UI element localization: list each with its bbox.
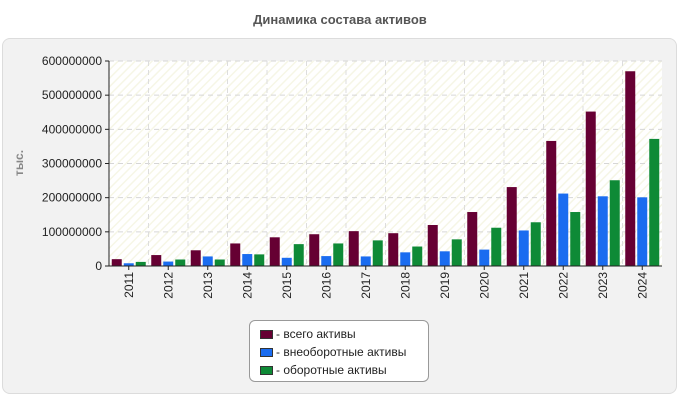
x-tick-label: 2023 bbox=[596, 272, 610, 299]
y-tick-label: 200000000 bbox=[42, 191, 102, 205]
bar-series0-2023 bbox=[585, 111, 596, 266]
bars bbox=[111, 71, 660, 266]
bar-series2-2018 bbox=[412, 246, 423, 266]
bar-series2-2024 bbox=[649, 138, 660, 266]
bar-series2-2022 bbox=[570, 212, 581, 266]
bar-series0-2022 bbox=[546, 140, 557, 266]
bar-series2-2014 bbox=[254, 254, 265, 266]
bar-series0-2020 bbox=[467, 212, 478, 266]
bar-series0-2019 bbox=[427, 225, 438, 266]
legend-label-current: - оборотные активы bbox=[276, 363, 387, 377]
y-tick-label: 600000000 bbox=[42, 54, 102, 68]
bar-series0-2014 bbox=[230, 243, 241, 266]
bar-series0-2013 bbox=[190, 250, 201, 266]
x-tick-label: 2016 bbox=[319, 272, 333, 299]
legend-item-current: - оборотные активы bbox=[260, 361, 428, 379]
bar-series2-2012 bbox=[175, 259, 186, 266]
bar-series1-2023 bbox=[597, 196, 608, 266]
bar-series1-2021 bbox=[518, 230, 529, 266]
bar-series1-2017 bbox=[360, 256, 371, 266]
x-tick-label: 2014 bbox=[240, 272, 254, 299]
bar-series1-2015 bbox=[281, 257, 292, 266]
chart-title: Динамика состава активов bbox=[253, 12, 427, 27]
y-tick-label: 0 bbox=[95, 259, 102, 273]
legend-item-total: - всего активы bbox=[260, 325, 428, 343]
bar-series0-2024 bbox=[625, 71, 636, 266]
x-tick-label: 2020 bbox=[477, 272, 491, 299]
x-tick-label: 2022 bbox=[556, 272, 570, 299]
x-tick-label: 2012 bbox=[161, 272, 175, 299]
bar-series0-2012 bbox=[151, 255, 162, 266]
bar-series1-2018 bbox=[400, 252, 411, 266]
legend-swatch-total bbox=[260, 329, 273, 339]
x-tick-label: 2021 bbox=[517, 272, 531, 299]
y-tick-label: 100000000 bbox=[42, 225, 102, 239]
legend-swatch-noncurrent bbox=[260, 347, 273, 357]
bar-series0-2021 bbox=[506, 187, 517, 266]
y-ticks: 0 100000000 200000000 300000000 400000000 500… bbox=[42, 54, 109, 273]
y-tick-label: 400000000 bbox=[42, 122, 102, 136]
x-tick-label: 2018 bbox=[398, 272, 412, 299]
bar-series1-2014 bbox=[242, 254, 253, 266]
x-tick-label: 2011 bbox=[122, 272, 136, 298]
bar-series0-2016 bbox=[309, 234, 320, 266]
bar-series1-2013 bbox=[202, 256, 213, 266]
bar-series0-2018 bbox=[388, 233, 399, 266]
bar-series2-2023 bbox=[609, 180, 620, 266]
bar-series0-2015 bbox=[269, 237, 280, 266]
legend-item-noncurrent: - внеоборотные активы bbox=[260, 343, 428, 361]
y-tick-label: 300000000 bbox=[42, 157, 102, 171]
y-axis-label: тыс. bbox=[12, 150, 26, 176]
legend-label-noncurrent: - внеоборотные активы bbox=[276, 345, 407, 359]
legend-swatch-current bbox=[260, 365, 273, 375]
bar-series1-2022 bbox=[558, 193, 569, 266]
bar-series1-2024 bbox=[637, 197, 648, 266]
bar-series2-2015 bbox=[293, 244, 304, 266]
bar-series1-2012 bbox=[163, 261, 174, 266]
bar-series2-2021 bbox=[530, 222, 541, 266]
y-tick-label: 500000000 bbox=[42, 88, 102, 102]
bar-series2-2013 bbox=[214, 259, 225, 266]
x-tick-label: 2019 bbox=[438, 272, 452, 299]
gridlines bbox=[109, 60, 662, 266]
bar-series1-2019 bbox=[439, 251, 450, 266]
x-tick-label: 2024 bbox=[635, 272, 649, 299]
bar-series2-2019 bbox=[451, 239, 462, 266]
x-ticks: 2011 2012 2013 2014 2015 2016 2017 2018 2019 2020… bbox=[122, 266, 649, 299]
bar-series0-2011 bbox=[111, 259, 122, 266]
bar-series2-2011 bbox=[135, 261, 146, 266]
bar-series1-2011 bbox=[123, 263, 134, 266]
bar-series1-2016 bbox=[321, 256, 332, 266]
x-tick-label: 2015 bbox=[280, 272, 294, 299]
bar-series1-2020 bbox=[479, 249, 490, 266]
bar-series2-2020 bbox=[491, 227, 502, 266]
legend-label-total: - всего активы bbox=[276, 327, 356, 341]
x-tick-label: 2017 bbox=[359, 272, 373, 299]
x-tick-label: 2013 bbox=[201, 272, 215, 299]
bar-series2-2017 bbox=[372, 240, 383, 266]
bar-series0-2017 bbox=[348, 231, 359, 266]
legend: - всего активы - внеоборотные активы - о… bbox=[249, 320, 429, 382]
bar-series2-2016 bbox=[333, 243, 344, 266]
